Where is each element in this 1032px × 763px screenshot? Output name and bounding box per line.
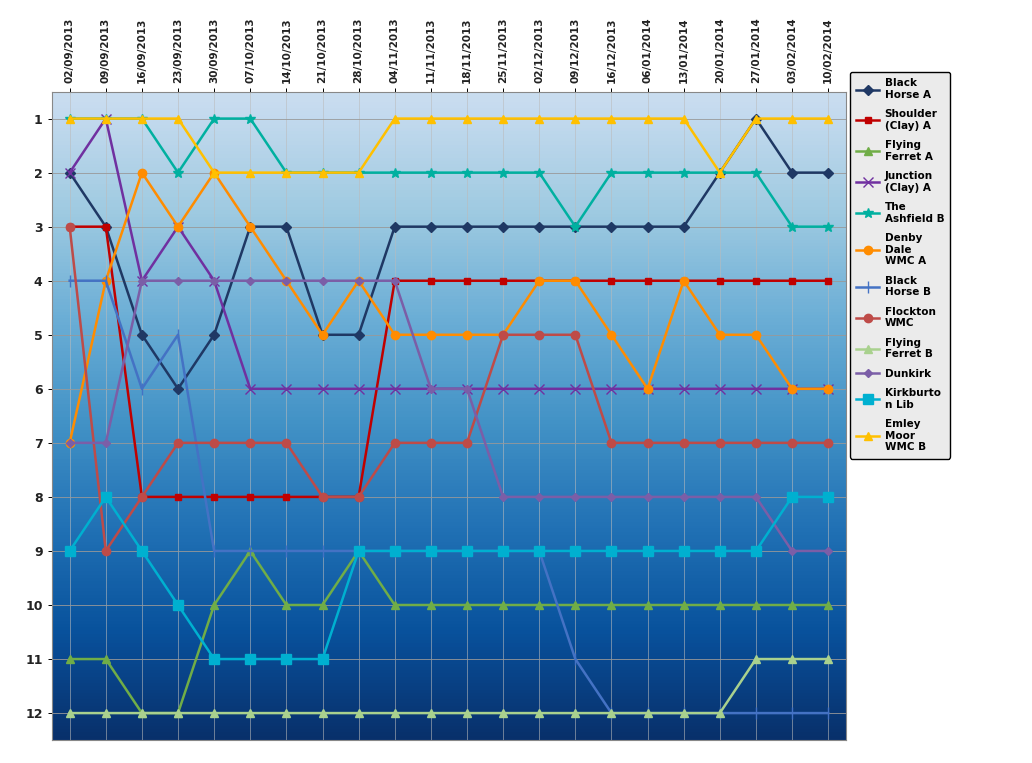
Legend: Black
Horse A, Shoulder
(Clay) A, Flying
Ferret A, Junction
(Clay) A, The
Ashfie: Black Horse A, Shoulder (Clay) A, Flying… — [850, 72, 950, 459]
